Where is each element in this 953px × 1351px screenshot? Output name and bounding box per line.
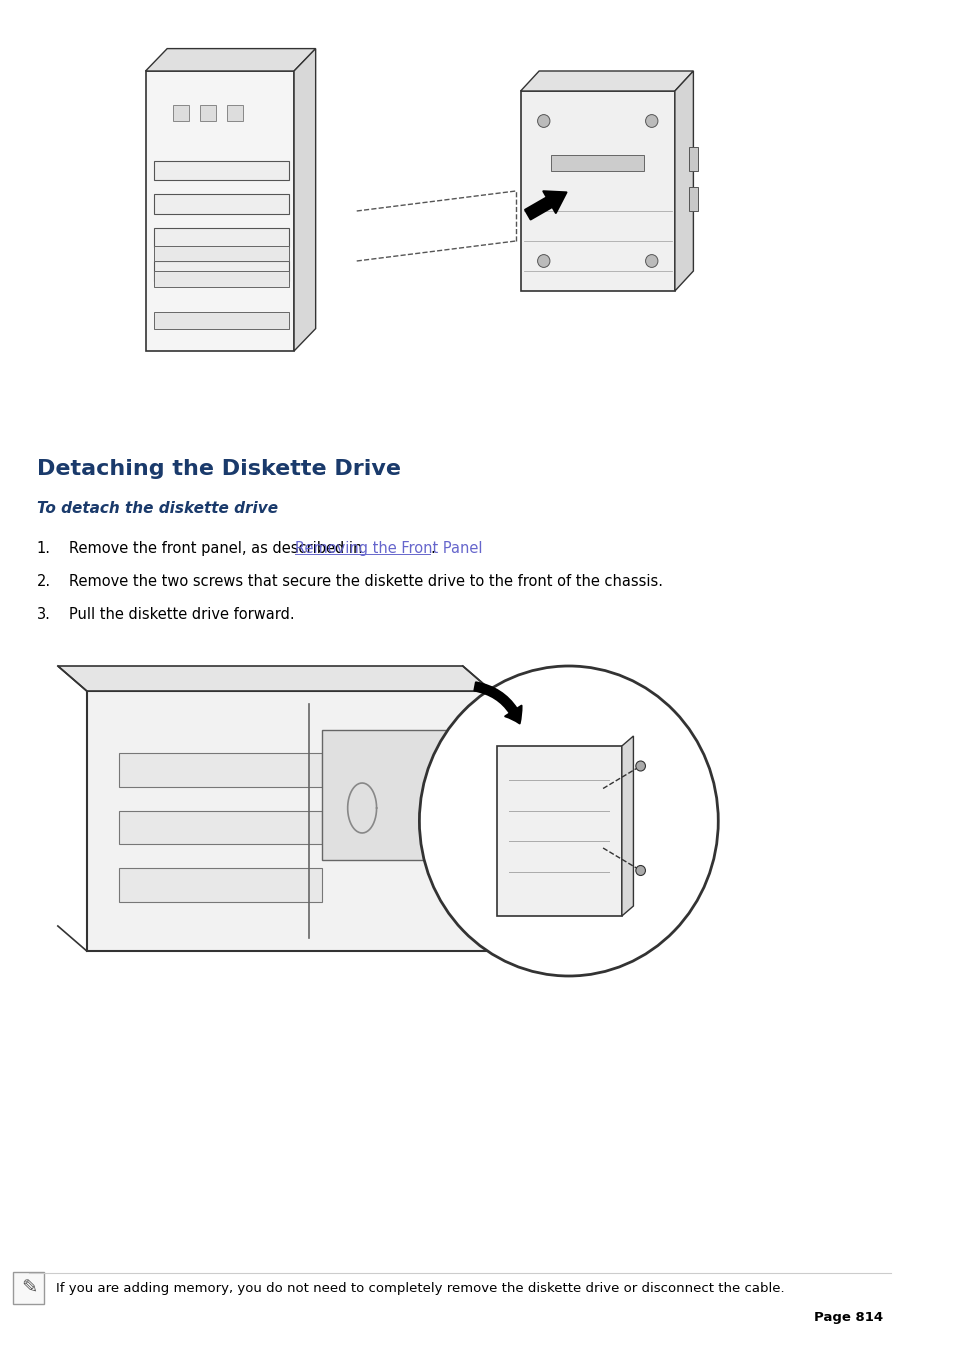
Polygon shape xyxy=(146,49,315,72)
Polygon shape xyxy=(621,736,633,916)
Circle shape xyxy=(635,761,645,771)
Text: 3.: 3. xyxy=(36,607,51,621)
Text: To detach the diskette drive: To detach the diskette drive xyxy=(36,501,277,516)
Bar xyxy=(153,195,289,213)
Bar xyxy=(321,730,463,861)
Bar xyxy=(153,228,289,247)
Bar xyxy=(551,155,643,172)
Text: 2.: 2. xyxy=(36,574,51,589)
Bar xyxy=(153,312,289,328)
Bar xyxy=(172,104,189,122)
Text: Detaching the Diskette Drive: Detaching the Diskette Drive xyxy=(36,459,400,480)
Bar xyxy=(688,186,698,211)
FancyBboxPatch shape xyxy=(13,1273,44,1304)
Text: 1.: 1. xyxy=(36,540,51,557)
Text: Page 814: Page 814 xyxy=(813,1310,882,1324)
Text: Removing the Front Panel: Removing the Front Panel xyxy=(294,540,482,557)
FancyBboxPatch shape xyxy=(520,91,674,290)
Circle shape xyxy=(645,115,658,127)
Text: Pull the diskette drive forward.: Pull the diskette drive forward. xyxy=(70,607,294,621)
Text: ✎: ✎ xyxy=(21,1278,37,1297)
FancyArrowPatch shape xyxy=(474,682,521,723)
Polygon shape xyxy=(294,49,315,351)
Polygon shape xyxy=(58,666,491,690)
Circle shape xyxy=(635,866,645,875)
Polygon shape xyxy=(674,72,693,290)
Bar xyxy=(153,161,289,180)
Circle shape xyxy=(537,115,549,127)
Bar xyxy=(688,147,698,172)
FancyArrowPatch shape xyxy=(524,192,566,219)
Polygon shape xyxy=(520,72,693,91)
Bar xyxy=(119,811,321,844)
Bar xyxy=(153,246,289,261)
Circle shape xyxy=(537,254,549,267)
Bar xyxy=(119,867,321,901)
FancyBboxPatch shape xyxy=(146,72,294,351)
Text: Remove the front panel, as described in: Remove the front panel, as described in xyxy=(70,540,367,557)
Bar xyxy=(153,261,289,281)
Bar xyxy=(119,754,321,788)
Bar xyxy=(153,272,289,286)
Circle shape xyxy=(419,666,718,975)
Text: Remove the two screws that secure the diskette drive to the front of the chassis: Remove the two screws that secure the di… xyxy=(70,574,662,589)
Bar xyxy=(226,104,242,122)
Circle shape xyxy=(645,254,658,267)
FancyBboxPatch shape xyxy=(496,746,621,916)
FancyBboxPatch shape xyxy=(87,690,491,951)
Text: If you are adding memory, you do not need to completely remove the diskette driv: If you are adding memory, you do not nee… xyxy=(56,1282,783,1296)
Text: .: . xyxy=(430,540,435,557)
Bar xyxy=(199,104,215,122)
